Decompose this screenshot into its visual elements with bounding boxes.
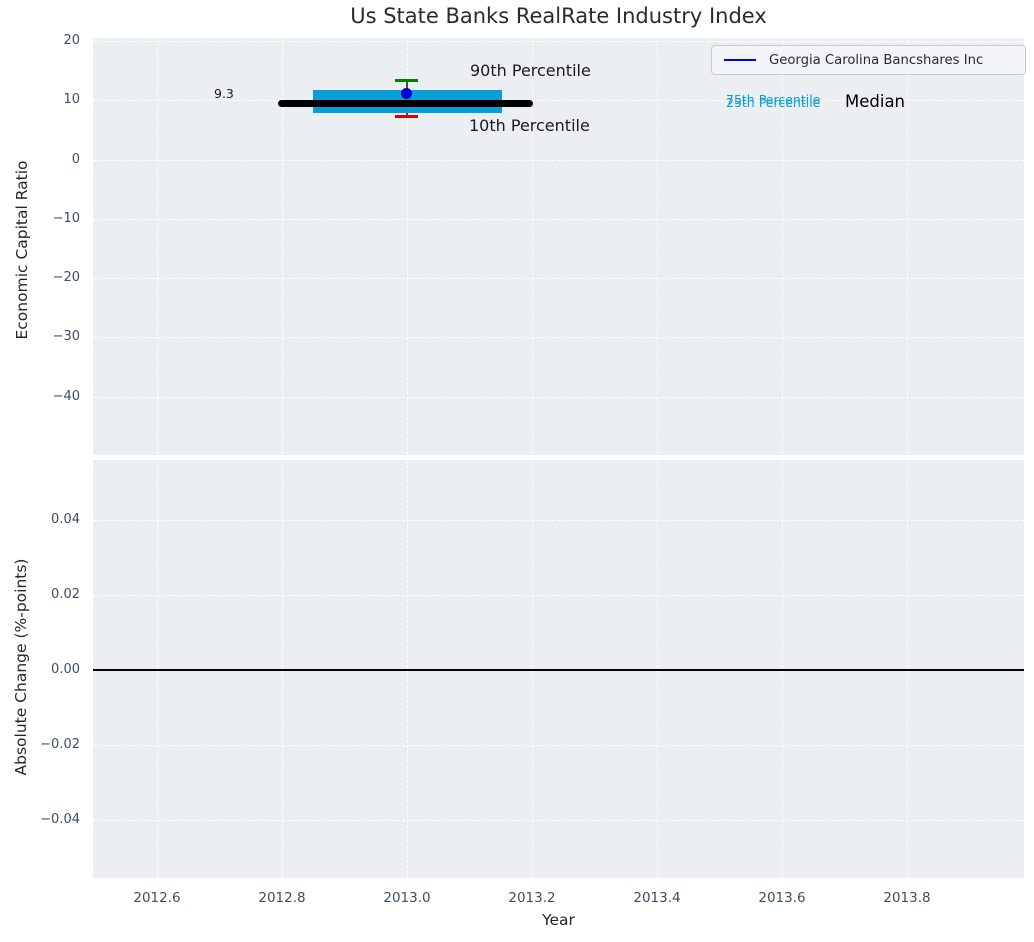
- xtick-label: 2013.0: [383, 890, 431, 906]
- gridline-horizontal: [93, 595, 1024, 596]
- xtick-label: 2013.4: [633, 890, 681, 906]
- gridline-vertical: [782, 38, 783, 455]
- p25-annotation: 25th Percentile: [726, 95, 821, 110]
- ytick-label: 0.00: [51, 662, 80, 677]
- ytick-label: −0.02: [40, 737, 80, 752]
- zero-line: [93, 669, 1024, 671]
- ytick-label: 0.02: [51, 587, 80, 602]
- bottom-subplot: [93, 460, 1024, 878]
- p75-annotation: 75th Percentile: [726, 92, 821, 107]
- p90-annotation: 90th Percentile: [470, 61, 591, 80]
- gridline-horizontal: [93, 337, 1024, 338]
- gridline-vertical: [532, 38, 533, 455]
- gridline-horizontal: [93, 520, 1024, 521]
- gridline-horizontal: [93, 41, 1024, 42]
- gridline-horizontal: [93, 278, 1024, 279]
- gridline-vertical: [657, 38, 658, 455]
- xaxis-label: Year: [542, 911, 575, 929]
- gridline-horizontal: [93, 219, 1024, 220]
- ytick-label: −10: [52, 211, 80, 226]
- ytick-label: 10: [63, 92, 80, 107]
- chart-title: Us State Banks RealRate Industry Index: [350, 4, 767, 28]
- gridline-horizontal: [93, 820, 1024, 821]
- legend: Georgia Carolina Bancshares Inc: [711, 45, 1026, 75]
- ytick-label: −40: [52, 389, 80, 404]
- bottom-yaxis-label: Absolute Change (%-points): [12, 558, 30, 776]
- ytick-label: −20: [52, 270, 80, 285]
- ytick-label: 20: [63, 33, 80, 48]
- ytick-label: −30: [52, 329, 80, 344]
- gridline-horizontal: [93, 745, 1024, 746]
- median-annotation: Median: [845, 92, 906, 111]
- top-yaxis-label: Economic Capital Ratio: [13, 160, 31, 340]
- xtick-label: 2013.8: [883, 890, 931, 906]
- legend-line-sample: [724, 58, 756, 62]
- ytick-label: −0.04: [40, 812, 80, 827]
- xtick-label: 2012.6: [133, 890, 181, 906]
- gridline-vertical: [907, 38, 908, 455]
- gridline-vertical: [407, 38, 408, 455]
- gridline-vertical: [282, 38, 283, 455]
- top-subplot: 9.3 90th Percentile 10th Percentile 75th…: [93, 38, 1026, 455]
- xtick-label: 2012.8: [258, 890, 306, 906]
- gridline-horizontal: [93, 160, 1024, 161]
- p10-annotation: 10th Percentile: [469, 116, 590, 135]
- xtick-label: 2013.6: [758, 890, 806, 906]
- median-value-annotation: 9.3: [214, 86, 234, 101]
- legend-label: Georgia Carolina Bancshares Inc: [769, 52, 984, 68]
- ytick-label: 0.04: [51, 512, 80, 527]
- gridline-horizontal: [93, 100, 1024, 101]
- p90-cap: [395, 79, 418, 82]
- xtick-label: 2013.2: [508, 890, 556, 906]
- gridline-vertical: [157, 38, 158, 455]
- gridline-horizontal: [93, 397, 1024, 398]
- ytick-label: 0: [71, 152, 80, 167]
- company-data-point: [401, 88, 412, 99]
- p10-cap: [395, 115, 418, 118]
- median-line: [278, 100, 533, 107]
